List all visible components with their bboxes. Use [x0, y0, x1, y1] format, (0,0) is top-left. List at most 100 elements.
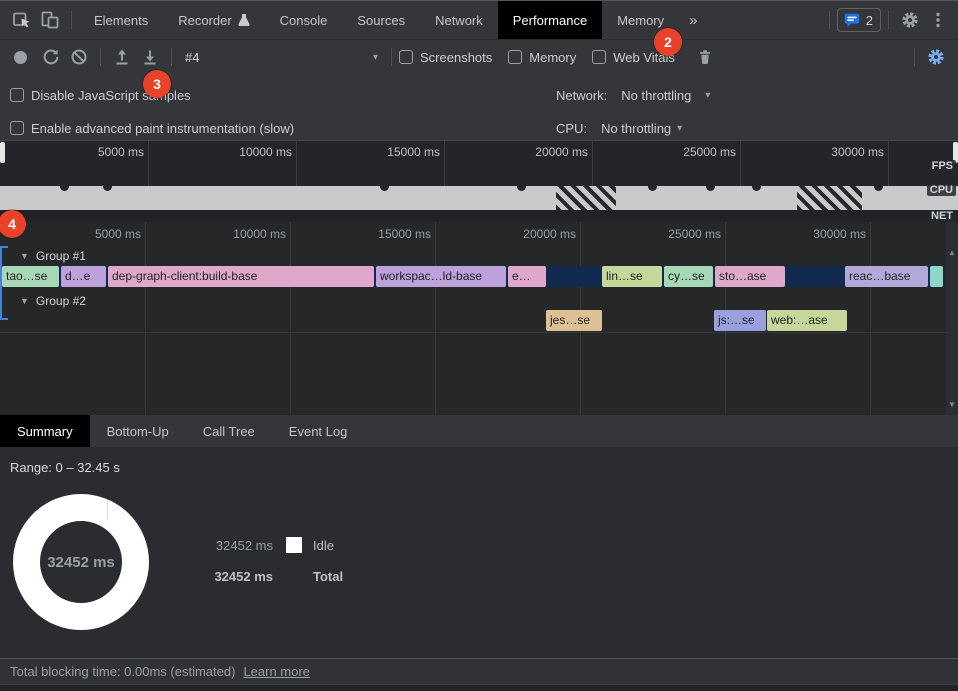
download-profile-icon[interactable]: [136, 44, 164, 70]
checkbox-memory[interactable]: Memory: [508, 50, 576, 65]
flame-bar[interactable]: [930, 266, 943, 287]
learn-more-link[interactable]: Learn more: [243, 664, 310, 679]
cpu-throttling-row: CPU: No throttling ▾: [556, 118, 682, 138]
collapse-triangle-icon[interactable]: ▼: [20, 251, 29, 261]
cpu-band-notch: [874, 186, 883, 191]
flame-bar[interactable]: dep-graph-client:build-base: [108, 266, 374, 287]
history-dropdown[interactable]: #4 ▾: [179, 50, 384, 65]
advanced-paint-row[interactable]: Enable advanced paint instrumentation (s…: [10, 118, 294, 138]
scroll-up-icon[interactable]: ▲: [948, 248, 956, 257]
divider: [914, 48, 915, 66]
chevron-down-icon: ▾: [677, 122, 683, 134]
details-tab-call-tree[interactable]: Call Tree: [202, 423, 255, 439]
overview-tick-label: 15000 ms: [387, 145, 440, 159]
tbt-text: Total blocking time: 0.00ms (estimated): [10, 664, 236, 679]
flame-bar[interactable]: jes…se: [546, 310, 602, 331]
legend-value: 32452 ms: [215, 537, 273, 553]
group-label-2[interactable]: ▼ Group #2: [20, 292, 86, 310]
tab-label: Performance: [512, 12, 588, 28]
tab-performance[interactable]: Performance: [497, 1, 603, 39]
chevron-down-icon: ▾: [705, 89, 711, 101]
reload-record-icon[interactable]: [37, 44, 65, 70]
flame-bar[interactable]: cy…se: [664, 266, 713, 287]
memory-checkbox[interactable]: [508, 50, 523, 64]
annotation-badge-2[interactable]: 2: [654, 28, 682, 56]
overview-gridline: [296, 141, 297, 222]
clear-icon[interactable]: [65, 44, 93, 70]
row-separator: [0, 332, 958, 333]
legend-value: 32452 ms: [214, 568, 273, 584]
overview-right-handle[interactable]: [953, 142, 958, 163]
message-count: 2: [865, 12, 873, 28]
cpu-band-notch: [60, 186, 69, 191]
devtools-tab-bar: Elements Recorder Console Sources Network Per…: [0, 0, 958, 40]
device-toolbar-icon[interactable]: [36, 7, 64, 33]
window-bottom-strip: [0, 684, 958, 691]
details-tab-event-log[interactable]: Event Log: [288, 423, 348, 439]
capture-settings-gear-icon[interactable]: [922, 44, 950, 70]
record-button[interactable]: [14, 50, 27, 64]
overview-tick-label: 25000 ms: [683, 145, 736, 159]
overview-gridline: [592, 141, 593, 222]
details-tab-summary[interactable]: Summary: [0, 415, 90, 447]
annotation-badge-4[interactable]: 4: [0, 210, 26, 238]
flame-chart[interactable]: 5000 ms 10000 ms 15000 ms 20000 ms 25000 ms 3…: [0, 222, 958, 415]
cpu-throttling-select[interactable]: No throttling: [601, 120, 672, 136]
collapse-triangle-icon[interactable]: ▼: [20, 296, 29, 306]
flame-bar[interactable]: e…: [508, 266, 546, 287]
network-throttling-select[interactable]: No throttling: [621, 87, 692, 103]
screenshots-checkbox[interactable]: [399, 50, 413, 64]
flame-bar[interactable]: workspac…ld-base: [376, 266, 506, 287]
tab-network[interactable]: Network: [420, 1, 498, 39]
tab-label: Sources: [357, 12, 406, 28]
upload-profile-icon[interactable]: [108, 44, 136, 70]
tab-sources[interactable]: Sources: [342, 1, 420, 39]
details-tab-bar: Summary Bottom-Up Call Tree Event Log: [0, 415, 958, 447]
legend-swatch-empty: [286, 568, 302, 584]
overview-gridline: [444, 141, 445, 222]
disable-js-samples-checkbox[interactable]: [10, 88, 24, 102]
tab-recorder[interactable]: Recorder: [163, 1, 264, 39]
flame-bar[interactable]: sto…ase: [715, 266, 785, 287]
summary-legend: 32452 ms Idle 32452 ms Total: [207, 535, 373, 597]
advanced-paint-checkbox[interactable]: [10, 121, 24, 135]
legend-label: Idle: [313, 537, 334, 553]
flame-bar[interactable]: reac…base: [845, 266, 928, 287]
legend-row: 32452 ms Idle: [207, 535, 373, 555]
total-blocking-time-bar: Total blocking time: 0.00ms (estimated) …: [0, 658, 958, 684]
more-tabs-button[interactable]: »: [689, 11, 698, 29]
checkbox-screenshots[interactable]: Screenshots: [399, 50, 492, 65]
inspect-element-icon[interactable]: [8, 7, 36, 33]
issues-messages-button[interactable]: 2: [836, 8, 881, 32]
chevron-down-icon: ▾: [372, 51, 378, 63]
flame-tick-label: 20000 ms: [523, 227, 576, 241]
details-tab-bottom-up[interactable]: Bottom-Up: [106, 423, 169, 439]
flame-bar[interactable]: lin…se: [602, 266, 662, 287]
divider: [71, 11, 72, 29]
range-text: Range: 0 – 32.45 s: [10, 460, 120, 475]
scroll-down-icon[interactable]: ▼: [948, 400, 956, 409]
annotation-badge-3[interactable]: 3: [143, 70, 171, 98]
flame-scrollbar[interactable]: ▲ ▼: [946, 222, 958, 415]
trash-icon[interactable]: [691, 44, 719, 70]
kebab-menu-icon[interactable]: [924, 7, 952, 33]
tab-memory[interactable]: Memory: [602, 1, 679, 39]
flame-bar[interactable]: web:…ase: [767, 310, 847, 331]
timeline-overview[interactable]: 5000 ms 10000 ms 15000 ms 20000 ms 25000 ms 3…: [0, 140, 958, 222]
tab-console[interactable]: Console: [265, 1, 343, 39]
settings-gear-icon[interactable]: [896, 7, 924, 33]
web-vitals-checkbox[interactable]: [592, 50, 607, 64]
flame-bar[interactable]: js:…se: [714, 310, 766, 331]
overview-tick-label: 5000 ms: [97, 145, 144, 159]
flask-icon: [238, 13, 250, 27]
cpu-label: CPU:: [556, 120, 588, 136]
group-name: Group #2: [35, 294, 86, 308]
flame-bar[interactable]: tao…se: [2, 266, 59, 287]
tab-elements[interactable]: Elements: [79, 1, 163, 39]
flame-bar[interactable]: d…e: [61, 266, 106, 287]
overview-left-handle[interactable]: [0, 142, 5, 163]
group-label-1[interactable]: ▼ Group #1: [20, 247, 86, 265]
donut-center-label: 32452 ms: [47, 553, 115, 571]
flame-gridline: [145, 222, 146, 415]
